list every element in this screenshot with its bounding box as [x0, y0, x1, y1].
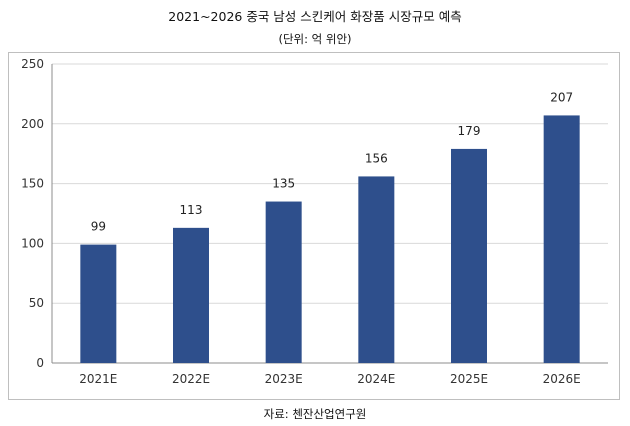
data-label: 135: [272, 177, 295, 191]
y-tick-label: 200: [21, 117, 44, 131]
bar-2026E: [543, 115, 580, 363]
x-tick-label: 2021E: [79, 372, 117, 386]
bar-2023E: [265, 201, 302, 363]
data-label: 113: [180, 203, 203, 217]
y-tick-label: 250: [21, 57, 44, 71]
source-note: 자료: 첸잔산업연구원: [263, 407, 367, 421]
x-tick-label: 2023E: [265, 372, 303, 386]
data-label: 207: [550, 90, 573, 104]
data-label: 99: [91, 220, 106, 234]
y-tick-label: 100: [21, 236, 44, 250]
bar-2025E: [451, 148, 487, 363]
bar-2021E: [80, 244, 117, 363]
x-tick-label: 2022E: [172, 372, 210, 386]
y-tick-label: 0: [36, 356, 44, 370]
x-tick-label: 2025E: [450, 372, 488, 386]
x-tick-label: 2024E: [357, 372, 395, 386]
bar-2022E: [173, 227, 209, 363]
chart-title: 2021~2026 중국 남성 스킨케어 화장품 시장규모 예측: [168, 9, 462, 24]
data-label: 179: [458, 124, 481, 138]
bar-2024E: [358, 176, 395, 363]
x-tick-label: 2026E: [543, 372, 581, 386]
data-label: 156: [365, 151, 388, 165]
y-tick-label: 50: [29, 296, 44, 310]
y-tick-label: 150: [21, 177, 44, 191]
unit-note: (단위: 억 위안): [278, 32, 352, 46]
